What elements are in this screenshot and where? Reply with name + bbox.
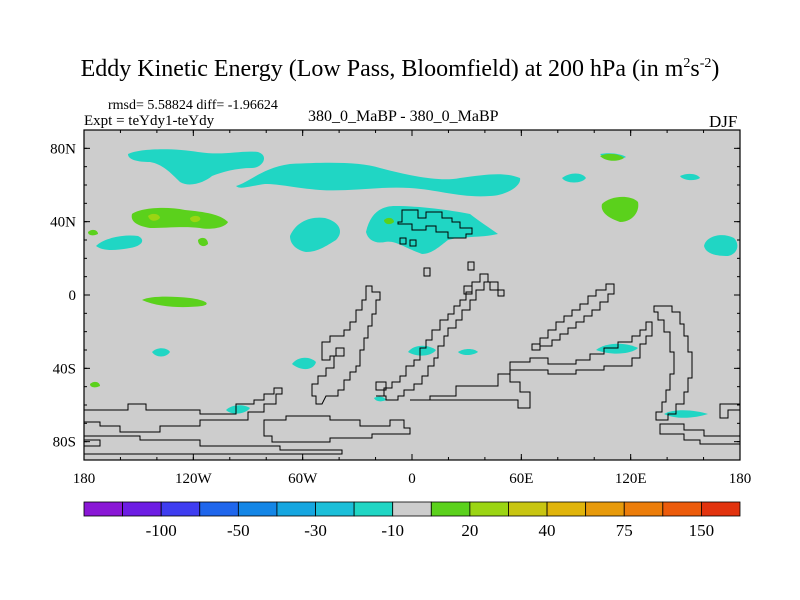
region-cyan-north-atlantic [236, 162, 521, 197]
region-cyan-east-pacific-north [704, 235, 738, 256]
coastline-peninsula [463, 285, 473, 295]
region-green-north-pacific [131, 207, 228, 229]
case-label: 380_0_MaBP - 380_0_MaBP [308, 108, 499, 125]
coastline-australia-west [531, 343, 541, 351]
coastlines [83, 209, 741, 455]
region-cyan-arctic-east [562, 173, 586, 183]
colorbar-bin [199, 501, 239, 517]
colorbar-bin [353, 501, 394, 517]
x-tick-label: 120E [615, 471, 647, 487]
colorbar-label: 40 [539, 521, 556, 540]
region-cyan-west-pacific [96, 235, 143, 250]
region-cyan-south-atlantic [408, 345, 436, 356]
y-tick-label: 80N [50, 141, 76, 157]
region-green-south-pacific [90, 381, 100, 388]
y-tick-label: 0 [69, 288, 77, 304]
colorbar-label: 75 [616, 521, 633, 540]
region-cyan-southern-ocean-west [226, 405, 250, 414]
region-green-siberia [601, 196, 639, 222]
x-tick-label: 180 [729, 471, 752, 487]
colorbar-bin [160, 501, 201, 517]
x-tick-label: 60W [288, 471, 318, 487]
region-cyan-small-a [374, 396, 386, 402]
experiment-label: Expt = teYdy1-teYdy [84, 113, 215, 129]
colorbar-bin [508, 501, 548, 517]
region-yellow-north-pacific-b [190, 215, 201, 223]
colorbar-label: 20 [461, 521, 478, 540]
colorbar [83, 501, 741, 517]
coastline-new-guinea [653, 305, 693, 421]
coastline-indochina [531, 283, 615, 351]
region-cyan-south-america [292, 357, 316, 370]
coastline-north-small-a [399, 237, 407, 245]
coastline-antarctica-main [83, 435, 343, 455]
colorbar-label: -10 [381, 521, 404, 540]
colorbar-bin [701, 501, 741, 517]
y-tick-label: 40N [50, 215, 76, 231]
coastline-asia-west [376, 273, 505, 401]
coastline-antarctica-east [263, 415, 411, 443]
y-axis-labels: 80N 40N 0 40S 80S [50, 141, 76, 450]
colorbar-bin [276, 501, 316, 517]
region-green-tropical [142, 296, 207, 308]
region-cyan-south-pacific [152, 348, 170, 357]
x-tick-label: 120W [175, 471, 213, 487]
colorbar-bin [83, 501, 123, 517]
contour-regions [88, 149, 738, 418]
colorbar-label: -50 [227, 521, 250, 540]
region-cyan-arctic-pacific [680, 173, 700, 181]
x-axis-labels: 180 120W 60W 0 60E 120E 180 [73, 471, 752, 487]
y-tick-label: 40S [53, 361, 76, 377]
colorbar-bin [546, 501, 587, 517]
region-cyan-north-pacific [128, 149, 265, 185]
region-green-small-europe [384, 217, 394, 225]
region-green-west-pacific [88, 229, 98, 236]
coastline-southern-asia [410, 321, 653, 409]
colorbar-labels: -100 -50 -30 -10 20 40 75 150 [146, 521, 715, 540]
x-tick-label: 0 [408, 471, 416, 487]
region-cyan-south-indian [596, 343, 638, 354]
y-ticks [84, 129, 740, 461]
colorbar-bin [315, 501, 355, 517]
colorbar-bin [662, 501, 702, 517]
colorbar-bin [623, 501, 664, 517]
x-ticks [83, 130, 741, 460]
region-green-pacific-small [198, 237, 208, 247]
y-tick-label: 80S [53, 435, 76, 451]
coastline-southern-ocean [83, 387, 283, 433]
coastline-south-africa [375, 381, 387, 391]
coastline-eurasia-north [397, 209, 473, 239]
colorbar-bin [122, 501, 162, 517]
region-cyan-southern-ocean-east [664, 410, 708, 418]
region-cyan-north-america [290, 217, 341, 252]
region-cyan-indian-ocean [458, 349, 478, 355]
colorbar-label: -30 [304, 521, 327, 540]
colorbar-label: 150 [689, 521, 715, 540]
colorbar-bin [430, 501, 471, 517]
colorbar-bin [585, 501, 625, 517]
coastline-north-small-b [409, 239, 417, 247]
coastline-north-small-d [467, 261, 475, 271]
region-green-arctic-asia [600, 153, 624, 161]
colorbar-bin [392, 501, 432, 517]
colorbar-bin [469, 501, 509, 517]
stats-line: rmsd= 5.58824 diff= -1.96624 [108, 98, 278, 113]
x-tick-label: 60E [509, 471, 533, 487]
region-cyan-europe-jet [366, 206, 498, 254]
coastline-north-small-c [423, 267, 431, 277]
coastline-europe-africa [311, 285, 381, 405]
chart-title: Eddy Kinetic Energy (Low Pass, Bloomfiel… [80, 56, 720, 82]
colorbar-label: -100 [146, 521, 177, 540]
x-tick-label: 180 [73, 471, 96, 487]
colorbar-bin [237, 501, 278, 517]
season-label: DJF [709, 112, 738, 131]
region-yellow-north-pacific-a [148, 213, 160, 221]
